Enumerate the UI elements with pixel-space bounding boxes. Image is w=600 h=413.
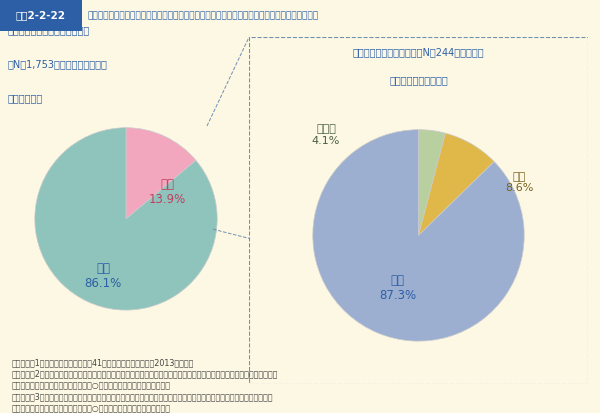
Wedge shape <box>419 133 494 235</box>
Wedge shape <box>418 130 445 235</box>
Text: ない
87.3%: ない 87.3% <box>379 274 416 302</box>
Text: 過去３年のインターネットでの海外通販の購入経験は１割強、トラブル経験はそのうちの約１割: 過去３年のインターネットでの海外通販の購入経験は１割強、トラブル経験はそのうちの… <box>88 11 319 20</box>
Bar <box>0 0 82 31</box>
Text: ある
13.9%: ある 13.9% <box>148 178 185 206</box>
Text: （N＝1,753）のうち、海外通販: （N＝1,753）のうち、海外通販 <box>7 59 107 69</box>
Text: （備考）　1．国民生活センター「第41回国民生活動向調査」（2013年度）。: （備考） 1．国民生活センター「第41回国民生活動向調査」（2013年度）。 <box>12 358 194 367</box>
Text: 海外通販での購入経験者（N＝244）のうち、: 海外通販での購入経験者（N＝244）のうち、 <box>353 47 484 57</box>
Text: ことはありますか。（○は１つ）」との問に対する回答。: ことはありますか。（○は１つ）」との問に対する回答。 <box>12 381 171 390</box>
Text: での購入経験: での購入経験 <box>7 93 43 104</box>
Text: 図表2-2-22: 図表2-2-22 <box>16 10 66 21</box>
Text: ある
8.6%: ある 8.6% <box>505 172 533 193</box>
Text: トラブルに遭った経験: トラブルに遭った経験 <box>389 75 448 85</box>
Text: ことはありますか。（○は１つ）」との問に対する回答。: ことはありますか。（○は１つ）」との問に対する回答。 <box>12 404 171 413</box>
Text: インターネットでの購入経験者: インターネットでの購入経験者 <box>7 25 89 35</box>
Wedge shape <box>313 130 524 341</box>
Text: ない
86.1%: ない 86.1% <box>85 262 122 290</box>
Text: 無回答
4.1%: 無回答 4.1% <box>312 124 340 146</box>
Text: 2．「あなたは、この３年間に、インターネットを使った海外通販で、外国から直接、商品やサービスを購入した: 2．「あなたは、この３年間に、インターネットを使った海外通販で、外国から直接、商… <box>12 370 278 379</box>
Wedge shape <box>35 128 217 310</box>
Wedge shape <box>126 128 196 219</box>
Text: 3．上記の設問に「海外通販で買ったことがある」とした回答者への「海外通販の購入で、トラブルを経験した: 3．上記の設問に「海外通販で買ったことがある」とした回答者への「海外通販の購入で… <box>12 393 274 402</box>
